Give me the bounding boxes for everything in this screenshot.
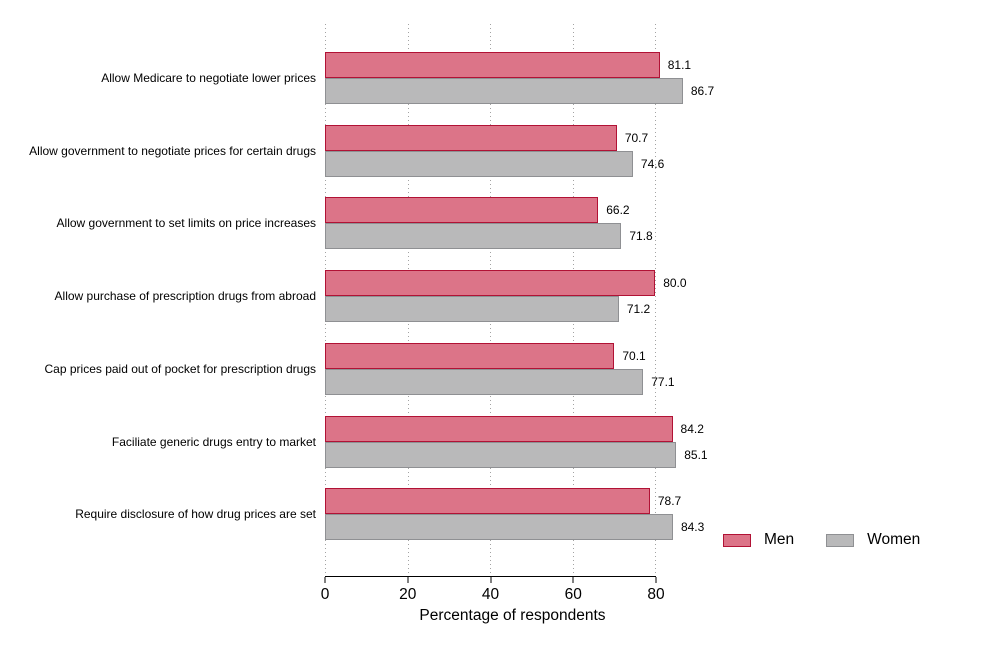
bar-row: 84.3 xyxy=(325,514,713,541)
value-label: 78.7 xyxy=(657,494,682,509)
x-axis-tick xyxy=(407,577,409,583)
value-label: 70.1 xyxy=(622,348,646,363)
value-label: 74.6 xyxy=(640,156,665,171)
legend: Men Women xyxy=(723,531,920,549)
bar-row: 70.7 xyxy=(325,124,713,151)
x-axis-tick-label: 0 xyxy=(320,586,330,603)
women-legend-swatch xyxy=(826,533,855,547)
bar-women xyxy=(325,78,683,104)
x-axis-tick-label: 20 xyxy=(399,586,417,603)
bar-group: 80.0 71.2 xyxy=(325,270,713,323)
bar-row: 85.1 xyxy=(325,441,713,468)
value-label: 84.2 xyxy=(680,421,704,436)
bar-men xyxy=(325,415,673,442)
men-legend-swatch xyxy=(723,533,751,547)
value-label: 81.1 xyxy=(667,58,692,72)
bar-men xyxy=(325,52,660,78)
category-label: Allow government to negotiate prices for… xyxy=(29,143,316,158)
bar-men xyxy=(325,197,599,224)
bar-women xyxy=(325,296,619,323)
plot-area: 81.1 86.7 70.7 74.6 66.2 71.8 80.0 71.2 70.1 77.1… xyxy=(325,24,715,576)
bar-women xyxy=(325,150,633,177)
x-axis-title: Percentage of respondents xyxy=(419,607,606,624)
bar-group: 70.1 77.1 xyxy=(325,342,713,395)
bar-row: 84.2 xyxy=(325,415,713,442)
bar-row: 77.1 xyxy=(325,368,713,395)
x-axis: 0 20 40 60 80 xyxy=(321,576,665,607)
bar-row: 86.7 xyxy=(325,78,715,104)
x-axis-tick xyxy=(655,577,657,583)
bar-group: 78.7 84.3 xyxy=(325,488,713,541)
bar-row: 66.2 xyxy=(325,197,713,224)
x-axis-tick-label: 80 xyxy=(647,586,665,603)
bar-group: 70.7 74.6 xyxy=(325,124,713,177)
bar-group: 81.1 86.7 xyxy=(325,52,715,104)
value-label: 84.3 xyxy=(680,520,705,535)
x-axis-tick-label: 40 xyxy=(481,586,500,603)
category-label: Allow Medicare to negotiate lower prices xyxy=(101,71,316,85)
x-axis-tick-label: 60 xyxy=(564,586,582,603)
bar-women xyxy=(325,441,677,468)
legend-item-women: Women xyxy=(826,531,920,549)
value-label: 70.7 xyxy=(624,130,649,145)
men-legend-label: Men xyxy=(764,531,795,548)
x-axis-tick xyxy=(572,577,574,583)
women-legend-label: Women xyxy=(867,531,921,548)
bar-women xyxy=(325,223,622,250)
bar-row: 80.0 xyxy=(325,270,713,297)
value-label: 66.2 xyxy=(606,203,630,218)
gridline xyxy=(655,24,657,576)
bar-row: 71.2 xyxy=(325,296,713,323)
bar-row: 71.8 xyxy=(325,223,713,250)
bar-women xyxy=(325,514,673,541)
bar-row: 70.1 xyxy=(325,342,713,369)
bar-group: 84.2 85.1 xyxy=(325,415,713,468)
value-label: 86.7 xyxy=(690,84,715,98)
category-label: Faciliate generic drugs entry to market xyxy=(111,434,316,449)
category-label: Allow purchase of prescription drugs fro… xyxy=(54,289,316,304)
category-label: Cap prices paid out of pocket for prescr… xyxy=(44,361,316,376)
bar-men xyxy=(325,124,617,151)
value-label: 80.0 xyxy=(663,276,687,291)
x-axis-tick xyxy=(324,577,326,583)
bar-women xyxy=(325,368,644,395)
bar-men xyxy=(325,342,615,369)
bar-men xyxy=(325,270,656,297)
x-axis-tick xyxy=(490,577,491,583)
value-label: 71.2 xyxy=(626,302,651,317)
value-label: 77.1 xyxy=(651,374,675,389)
bar-group: 66.2 71.8 xyxy=(325,197,713,250)
bar-men xyxy=(325,488,650,515)
category-label: Require disclosure of how drug prices ar… xyxy=(75,507,316,522)
value-label: 85.1 xyxy=(684,447,708,462)
bar-row: 78.7 xyxy=(325,488,713,515)
category-label: Allow government to set limits on price … xyxy=(56,216,316,231)
value-label: 71.8 xyxy=(629,229,653,244)
bar-row: 81.1 xyxy=(325,52,713,78)
bar-row: 74.6 xyxy=(325,150,713,177)
legend-item-men: Men xyxy=(723,531,794,549)
